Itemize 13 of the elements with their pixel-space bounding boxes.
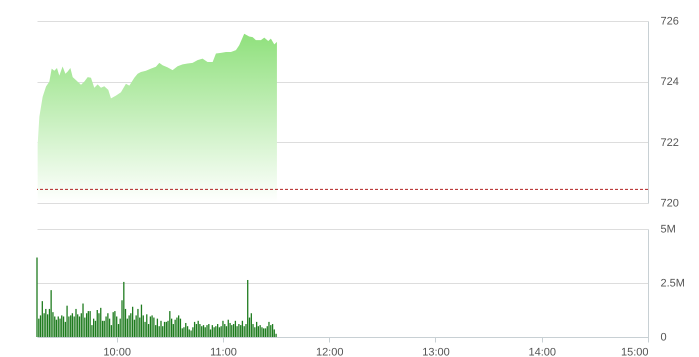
- x-tick-label: 12:00: [316, 346, 344, 357]
- y-tick-label: 722: [660, 136, 679, 149]
- y-tick-label: 720: [660, 198, 679, 210]
- x-tick-label: 10:00: [103, 346, 131, 357]
- x-tick-label: 15:00: [620, 346, 648, 357]
- x-tick-label: 11:00: [210, 346, 237, 357]
- y-tick-label: 2.5M: [660, 278, 685, 290]
- y-tick-label: 724: [660, 76, 679, 88]
- x-tick-label: 14:00: [528, 346, 556, 357]
- y-tick-label: 0: [660, 332, 667, 344]
- y-tick-label: 726: [660, 16, 679, 28]
- y-tick-label: 5M: [660, 224, 676, 236]
- x-tick-label: 13:00: [422, 346, 450, 357]
